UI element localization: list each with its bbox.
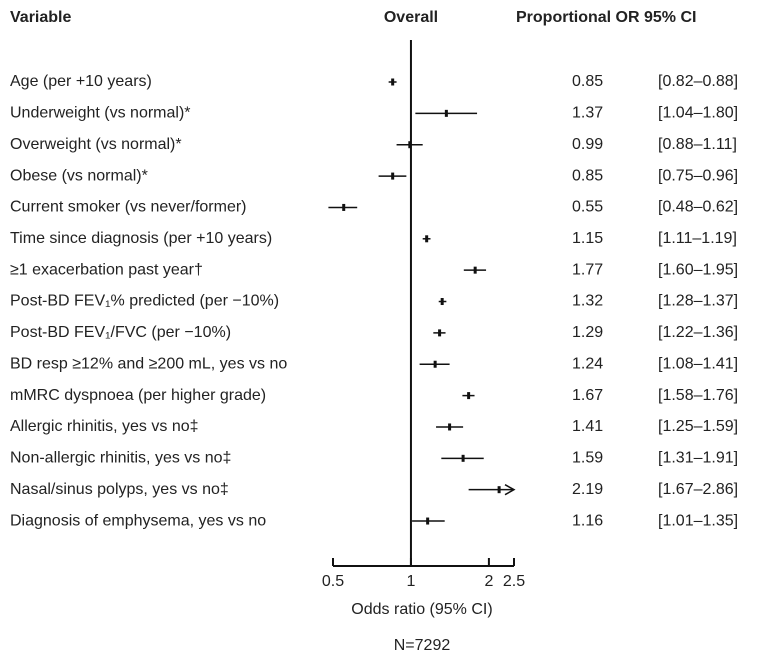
row-label: Nasal/sinus polyps, yes vs no‡ <box>10 481 229 498</box>
or-point <box>438 329 442 337</box>
or-value: 1.24 <box>572 355 603 372</box>
or-value: 1.32 <box>572 293 603 310</box>
or-value: 1.67 <box>572 387 603 404</box>
or-value: 0.85 <box>572 73 603 90</box>
row-label: Age (per +10 years) <box>10 73 152 90</box>
or-point <box>440 298 444 306</box>
ci-arrow <box>504 484 516 496</box>
row-label: Overweight (vs normal)* <box>10 136 182 153</box>
or-point <box>467 392 471 400</box>
ci-label: [0.48–0.62] <box>658 199 738 216</box>
or-point <box>342 203 346 211</box>
x-tick-label: 1 <box>406 573 415 590</box>
or-point <box>473 266 477 274</box>
or-value: 1.41 <box>572 418 603 435</box>
row-label: BD resp ≥12% and ≥200 mL, yes vs no <box>10 355 287 372</box>
ci-label: [0.75–0.96] <box>658 167 738 184</box>
or-point <box>461 454 465 462</box>
row-label: Allergic rhinitis, yes vs no‡ <box>10 418 199 435</box>
ci-label: [1.60–1.95] <box>658 261 738 278</box>
or-point <box>408 141 412 149</box>
or-point <box>448 423 452 431</box>
header-or: Proportional OR 95% CI <box>516 9 696 26</box>
row-label: Underweight (vs normal)* <box>10 105 191 122</box>
row-label: mMRC dyspnoea (per higher grade) <box>10 387 266 404</box>
or-point <box>497 486 501 494</box>
x-tick-label: 2 <box>484 573 493 590</box>
footnote: N=7292 <box>394 637 451 654</box>
row-label: Time since diagnosis (per +10 years) <box>10 230 272 247</box>
ci-label: [1.08–1.41] <box>658 355 738 372</box>
row-label: Post-BD FEV₁/FVC (per −10%) <box>10 324 231 341</box>
or-point <box>444 109 448 117</box>
or-value: 0.99 <box>572 136 603 153</box>
ci-label: [1.22–1.36] <box>658 324 738 341</box>
ci-label: [1.58–1.76] <box>658 387 738 404</box>
ci-label: [1.31–1.91] <box>658 450 738 467</box>
row-label: ≥1 exacerbation past year† <box>10 261 203 278</box>
ci-label: [0.88–1.11] <box>658 136 737 153</box>
ci-label: [0.82–0.88] <box>658 73 738 90</box>
x-tick-label: 2.5 <box>503 573 525 590</box>
row-label: Obese (vs normal)* <box>10 167 148 184</box>
ci-label: [1.28–1.37] <box>658 293 738 310</box>
x-axis-title: Odds ratio (95% CI) <box>351 601 492 618</box>
header-overall: Overall <box>384 9 438 26</box>
ci-label: [1.25–1.59] <box>658 418 738 435</box>
or-point <box>433 360 437 368</box>
header-variable: Variable <box>10 9 71 26</box>
or-value: 1.59 <box>572 450 603 467</box>
or-value: 1.77 <box>572 261 603 278</box>
or-value: 1.29 <box>572 324 603 341</box>
row-label: Non-allergic rhinitis, yes vs no‡ <box>10 450 231 467</box>
x-tick-label: 0.5 <box>322 573 344 590</box>
or-value: 2.19 <box>572 481 603 498</box>
ci-label: [1.67–2.86] <box>658 481 738 498</box>
or-value: 0.55 <box>572 199 603 216</box>
or-point <box>426 517 430 525</box>
ci-label: [1.11–1.19] <box>658 230 737 247</box>
ci-label: [1.04–1.80] <box>658 105 738 122</box>
or-point <box>391 78 395 86</box>
ci-label: [1.01–1.35] <box>658 512 738 529</box>
row-label: Post-BD FEV₁% predicted (per −10%) <box>10 293 279 310</box>
row-label: Diagnosis of emphysema, yes vs no <box>10 512 266 529</box>
or-point <box>391 172 395 180</box>
or-point <box>425 235 429 243</box>
or-value: 0.85 <box>572 167 603 184</box>
or-value: 1.16 <box>572 512 603 529</box>
or-value: 1.37 <box>572 105 603 122</box>
or-value: 1.15 <box>572 230 603 247</box>
row-label: Current smoker (vs never/former) <box>10 199 247 216</box>
